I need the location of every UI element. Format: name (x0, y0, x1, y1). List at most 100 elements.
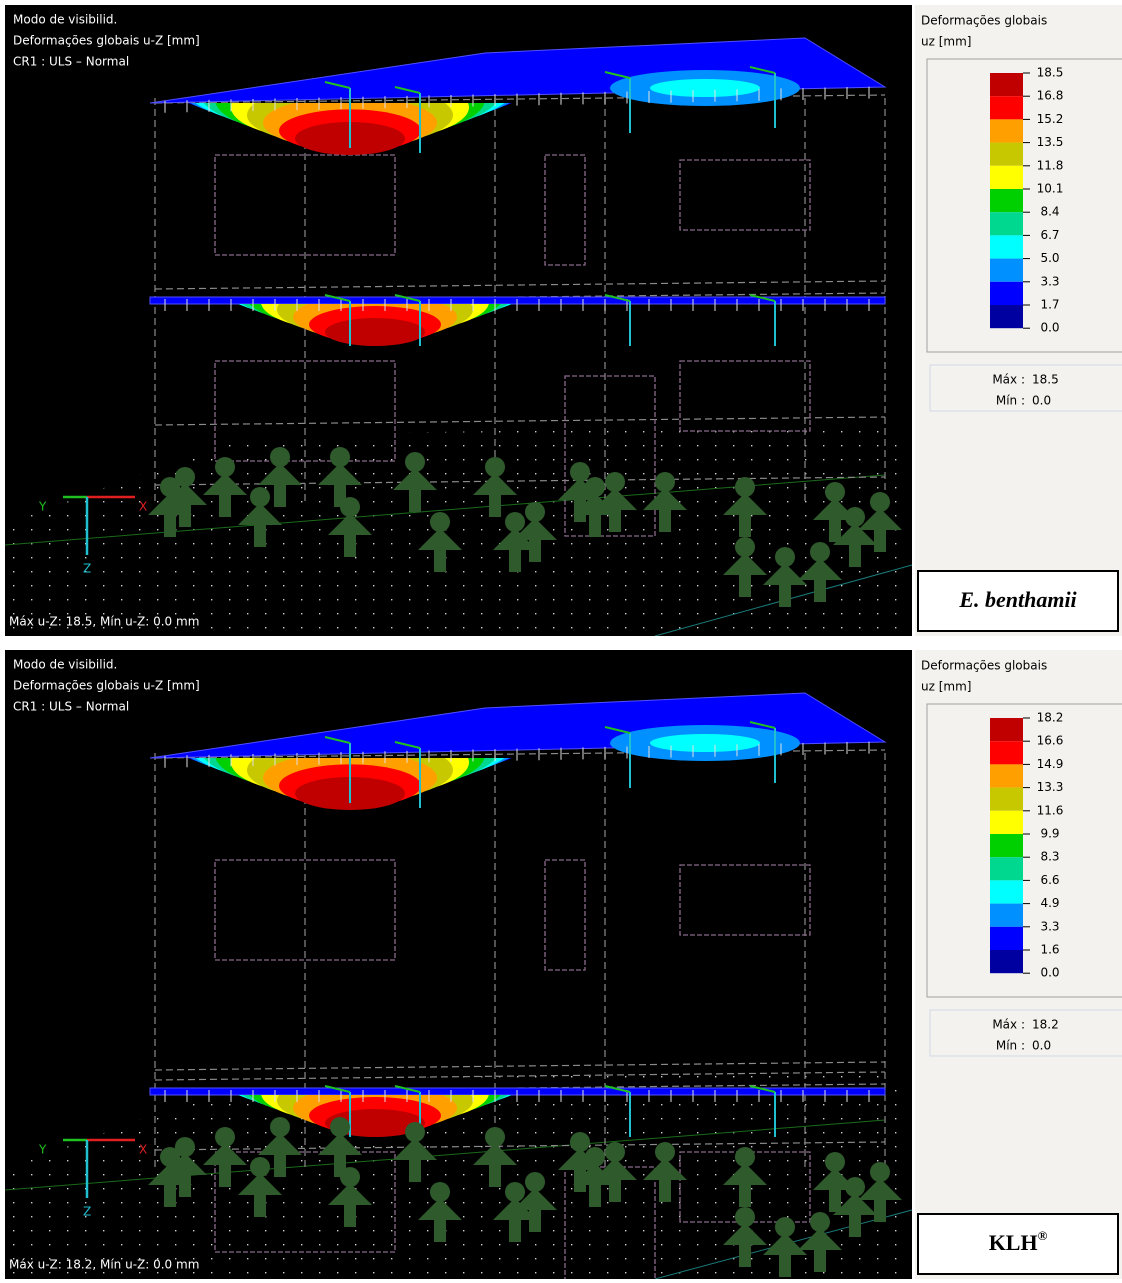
info-text: CR1 : ULS – Normal (13, 55, 129, 69)
tree (735, 477, 755, 497)
tree (735, 1147, 755, 1167)
legend-band (990, 73, 1023, 97)
tree (798, 558, 842, 580)
tree (810, 542, 830, 562)
tree (643, 488, 687, 510)
tree (589, 1185, 601, 1207)
legend-level: 14.9 (1037, 757, 1064, 771)
tree (160, 1147, 180, 1167)
legend-level: 3.3 (1040, 919, 1059, 933)
tree (870, 492, 890, 512)
legend-level: 10.1 (1037, 182, 1064, 196)
legend-band (990, 903, 1023, 927)
beam (154, 1071, 886, 1081)
tree (418, 1198, 462, 1220)
legend-band (990, 787, 1023, 811)
legend-level: 18.5 (1037, 66, 1064, 80)
legend-band (990, 142, 1023, 166)
tree (485, 457, 505, 477)
tree (330, 447, 350, 467)
tree (735, 537, 755, 557)
tree (505, 512, 525, 532)
legend-unit: uz [mm] (921, 680, 971, 694)
tree (739, 515, 751, 537)
legend-band (990, 926, 1023, 950)
legend-band (990, 950, 1023, 974)
roof-deflection (188, 758, 512, 810)
legend-level: 4.9 (1040, 896, 1059, 910)
tree (585, 1147, 605, 1167)
tree (318, 463, 362, 485)
tree (409, 1160, 421, 1182)
tree (585, 477, 605, 497)
info-text: CR1 : ULS – Normal (13, 700, 129, 714)
legend-band (990, 718, 1023, 742)
tree (593, 1158, 637, 1180)
legend-band (990, 741, 1023, 765)
tree (434, 550, 446, 572)
panel-canvas: Y X Z Modo de visibilid. Deformações globais… (4, 5, 1122, 637)
legend-level: 18.2 (1037, 711, 1064, 725)
tree (160, 477, 180, 497)
tree (735, 1207, 755, 1227)
triad-label: Y (38, 1143, 47, 1157)
summary-box (929, 1009, 1122, 1057)
tree (179, 505, 191, 527)
tree (849, 545, 861, 567)
tree (270, 447, 290, 467)
legend-band (990, 857, 1023, 881)
tree (779, 585, 791, 607)
tree (609, 1180, 621, 1202)
tree (739, 575, 751, 597)
tree (238, 1173, 282, 1195)
legend-band (990, 764, 1023, 788)
tree (393, 1138, 437, 1160)
tree (525, 1172, 545, 1192)
roof-deflection (188, 103, 512, 155)
legend-level: 3.3 (1040, 274, 1059, 288)
local-axis (324, 81, 351, 89)
summary-value: 0.0 (1032, 1039, 1051, 1053)
tree (509, 550, 521, 572)
tree (430, 512, 450, 532)
triad-label: Y (38, 500, 47, 514)
tree (798, 1228, 842, 1250)
summary-label: Mín : (996, 1039, 1025, 1053)
local-axis (324, 1085, 351, 1093)
tree (254, 1195, 266, 1217)
legend-box (926, 58, 1122, 353)
floor-deflection (238, 304, 512, 346)
panel: Y X Z Modo de visibilid. Deformações globais… (4, 650, 1122, 1283)
legend-band (990, 96, 1023, 120)
tree (829, 520, 841, 542)
tree (250, 487, 270, 507)
tree (833, 523, 877, 545)
caption-text: E. benthamii (958, 587, 1077, 612)
legend-level: 13.3 (1037, 780, 1064, 794)
beam (154, 1061, 886, 1071)
tree (845, 1177, 865, 1197)
legend-band (990, 235, 1023, 259)
tree (529, 1210, 541, 1232)
summary-label: Mín : (996, 394, 1025, 408)
tree (874, 530, 886, 552)
legend-level: 0.0 (1040, 321, 1059, 335)
tree (219, 495, 231, 517)
tree (829, 1190, 841, 1212)
tree (723, 1223, 767, 1245)
contour (650, 79, 760, 97)
tree (418, 528, 462, 550)
tree (203, 473, 247, 495)
legend-unit: uz [mm] (921, 35, 971, 49)
beam (154, 416, 886, 426)
tree (219, 1165, 231, 1187)
caption-text: KLH (989, 1230, 1038, 1255)
tree (723, 493, 767, 515)
legend-level: 1.7 (1040, 298, 1059, 312)
tree (825, 482, 845, 502)
local-axis (604, 1085, 631, 1093)
tree (489, 495, 501, 517)
tree (833, 1193, 877, 1215)
local-axis (749, 66, 776, 74)
